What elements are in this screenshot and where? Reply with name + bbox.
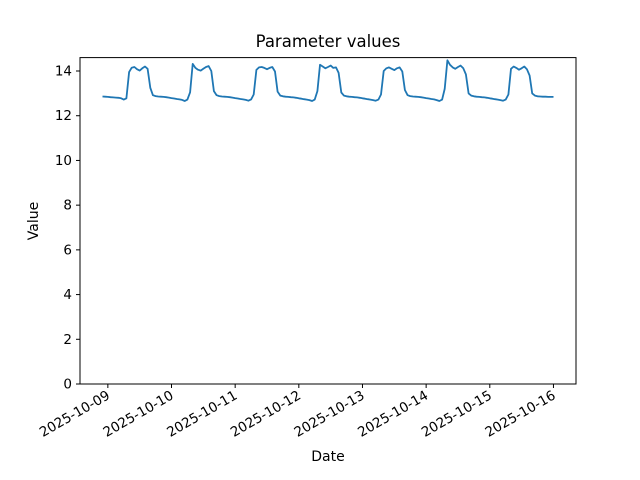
x-tick-label: 2025-10-10 (101, 388, 177, 441)
x-tick-label: 2025-10-09 (37, 388, 113, 441)
plot-area (79, 57, 577, 385)
y-tick-label: 10 (55, 153, 72, 169)
y-tick-label: 12 (55, 108, 72, 124)
y-tick-label: 2 (63, 332, 72, 348)
series-line-parameter (102, 59, 554, 102)
chart-title: Parameter values (256, 32, 401, 51)
x-axis-label: Date (311, 449, 344, 465)
x-tick-label: 2025-10-14 (355, 388, 431, 441)
x-axis-ticks: 2025-10-092025-10-102025-10-112025-10-12… (37, 384, 558, 441)
x-tick-label: 2025-10-12 (228, 388, 304, 441)
x-tick-label: 2025-10-13 (292, 388, 368, 441)
y-tick-label: 4 (63, 287, 72, 303)
y-tick-label: 8 (63, 198, 72, 214)
x-tick-label: 2025-10-15 (419, 388, 495, 441)
y-axis-ticks: 0 2 4 6 8 10 12 14 (55, 64, 80, 393)
y-tick-label: 6 (63, 242, 72, 258)
x-tick-label: 2025-10-16 (482, 388, 558, 441)
y-tick-label: 14 (55, 64, 72, 80)
y-tick-label: 0 (63, 377, 72, 393)
y-axis-label: Value (26, 202, 42, 240)
x-tick-label: 2025-10-11 (164, 388, 240, 441)
